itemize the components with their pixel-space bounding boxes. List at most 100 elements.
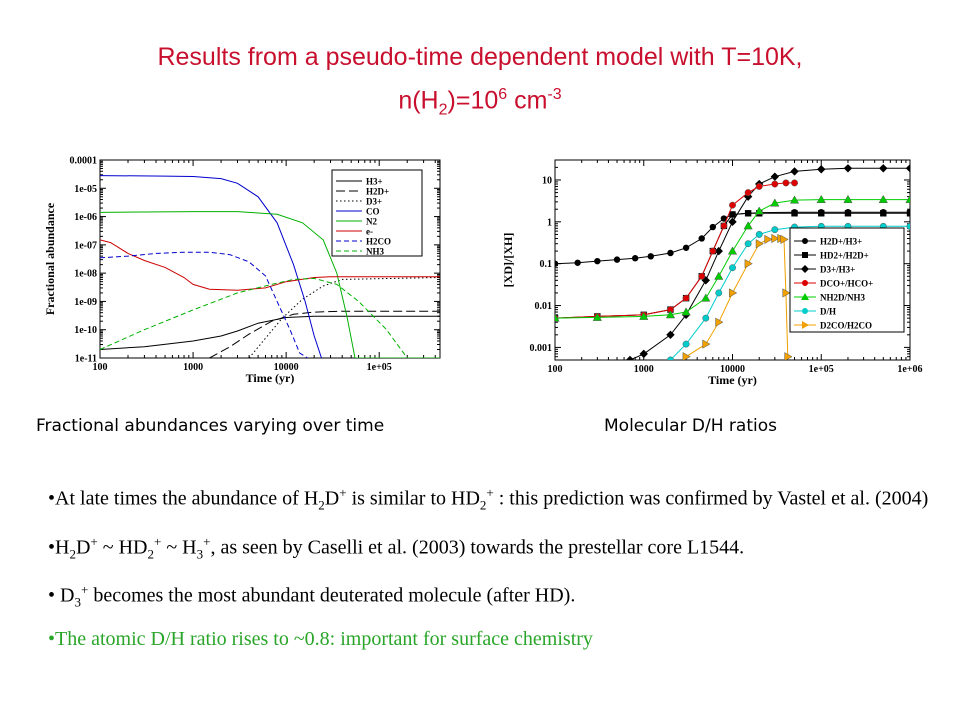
legend-label: D2CO/H2CO — [820, 321, 872, 331]
x-tick-label: 10000 — [720, 364, 745, 375]
data-point — [709, 247, 717, 255]
data-point — [817, 165, 826, 174]
legend-label: H2D+ — [366, 187, 389, 197]
legend-box — [331, 169, 423, 257]
y-tick-label: 0.0001 — [70, 156, 98, 167]
data-point — [843, 194, 853, 204]
data-point — [843, 164, 853, 173]
series-n2 — [100, 211, 440, 358]
data-point — [878, 194, 888, 204]
x-tick-label: 100 — [548, 364, 563, 375]
y-tick-label: 0.1 — [540, 259, 553, 270]
data-point — [906, 222, 910, 230]
series-nh3 — [100, 277, 408, 358]
data-point — [818, 210, 825, 217]
bullet-4: •The atomic D/H ratio rises to ~0.8: imp… — [48, 627, 593, 650]
legend-label: D3+ — [366, 197, 382, 207]
legend-label: N2 — [366, 217, 377, 227]
data-point — [631, 255, 639, 262]
data-point — [665, 310, 676, 319]
data-point — [709, 223, 717, 231]
dh-ratio-chart: 100 1000 10000 1e+05 1e+06 0.001 0.01 0.1 1 10 Tim… — [501, 159, 923, 387]
data-point — [639, 349, 648, 359]
data-point — [698, 235, 705, 242]
series-line — [100, 175, 322, 358]
data-point — [681, 307, 691, 316]
abundance-chart: 100 1000 10000 1e+05 1e-11 1e-10 1e-09 1e-08 1e-… — [43, 156, 441, 385]
x-tick-label: 100 — [93, 362, 108, 373]
legend-marker — [801, 265, 809, 273]
legend-label: DCO+/HCO+ — [820, 279, 873, 289]
data-point — [555, 260, 559, 267]
data-point — [771, 180, 779, 188]
data-point — [667, 249, 674, 257]
data-point — [727, 246, 738, 255]
data-point — [625, 355, 635, 360]
data-point — [905, 194, 910, 204]
data-point — [555, 313, 560, 322]
y-tick-label: 1e-09 — [74, 297, 97, 308]
legend-label: HD2+/H2D+ — [820, 251, 869, 261]
legend-marker — [802, 280, 808, 286]
series-h3 — [100, 315, 440, 350]
data-point — [715, 317, 724, 327]
data-point — [782, 288, 791, 298]
series-e — [100, 239, 440, 291]
y-axis-label: Fractional abundance — [43, 202, 57, 315]
series-line — [100, 239, 440, 291]
data-point — [682, 244, 690, 251]
y-tick-label: 1e-10 — [74, 325, 97, 336]
data-point — [682, 340, 690, 348]
data-point — [844, 210, 852, 217]
data-point — [771, 226, 779, 234]
y-tick-label: 1e-05 — [74, 184, 97, 195]
legend-marker — [802, 238, 808, 244]
series-line — [685, 238, 789, 358]
data-point — [729, 288, 738, 298]
data-point — [784, 352, 793, 360]
title-line-1: Results from a pseudo-time dependent mod… — [157, 43, 803, 71]
data-point — [592, 312, 602, 321]
series-dco-hco — [555, 179, 798, 322]
x-axis-label: Time (yr) — [708, 373, 757, 387]
y-tick-label: 1e-11 — [75, 354, 97, 365]
legend-marker — [802, 308, 808, 314]
series-line — [209, 310, 440, 358]
x-tick-label: 1e+05 — [809, 364, 834, 375]
data-point — [789, 195, 800, 204]
series-line — [555, 199, 910, 319]
series-h2co — [100, 251, 308, 358]
legend-label: D/H — [820, 307, 836, 317]
series-line — [100, 211, 440, 358]
series-line — [248, 277, 440, 358]
bullet-list: •At late times the abundance of H2D+ is … — [48, 480, 948, 662]
left-chart-caption: Fractional abundances varying over time — [36, 416, 385, 436]
legend-label: CO — [366, 207, 380, 217]
y-tick-label: 1 — [547, 217, 552, 228]
data-point — [905, 164, 910, 173]
right-chart-caption: Molecular D/H ratios — [604, 416, 777, 436]
bullet-3: • D3+ becomes the most abundant deuterat… — [48, 582, 576, 610]
x-tick-label: 1e+05 — [367, 362, 392, 373]
title-line-2: n(H2)=106 cm-3 — [398, 86, 562, 119]
data-point — [715, 289, 723, 297]
data-point — [744, 210, 752, 217]
x-axis-label: Time (yr) — [246, 371, 295, 385]
data-point — [639, 311, 649, 320]
series-line — [100, 251, 308, 358]
data-point — [771, 233, 780, 244]
data-point — [702, 314, 710, 322]
y-tick-label: 1e-08 — [74, 269, 97, 280]
data-point — [647, 253, 654, 260]
data-point — [574, 259, 581, 266]
data-point — [906, 210, 910, 217]
x-tick-label: 1000 — [183, 362, 203, 373]
series-d2co-h2co — [682, 233, 793, 360]
data-point — [729, 211, 736, 218]
data-point — [744, 259, 753, 269]
data-point — [770, 198, 780, 207]
x-tick-label: 10000 — [274, 362, 299, 373]
y-tick-label: 1e-07 — [74, 240, 97, 251]
series-co — [100, 175, 322, 358]
